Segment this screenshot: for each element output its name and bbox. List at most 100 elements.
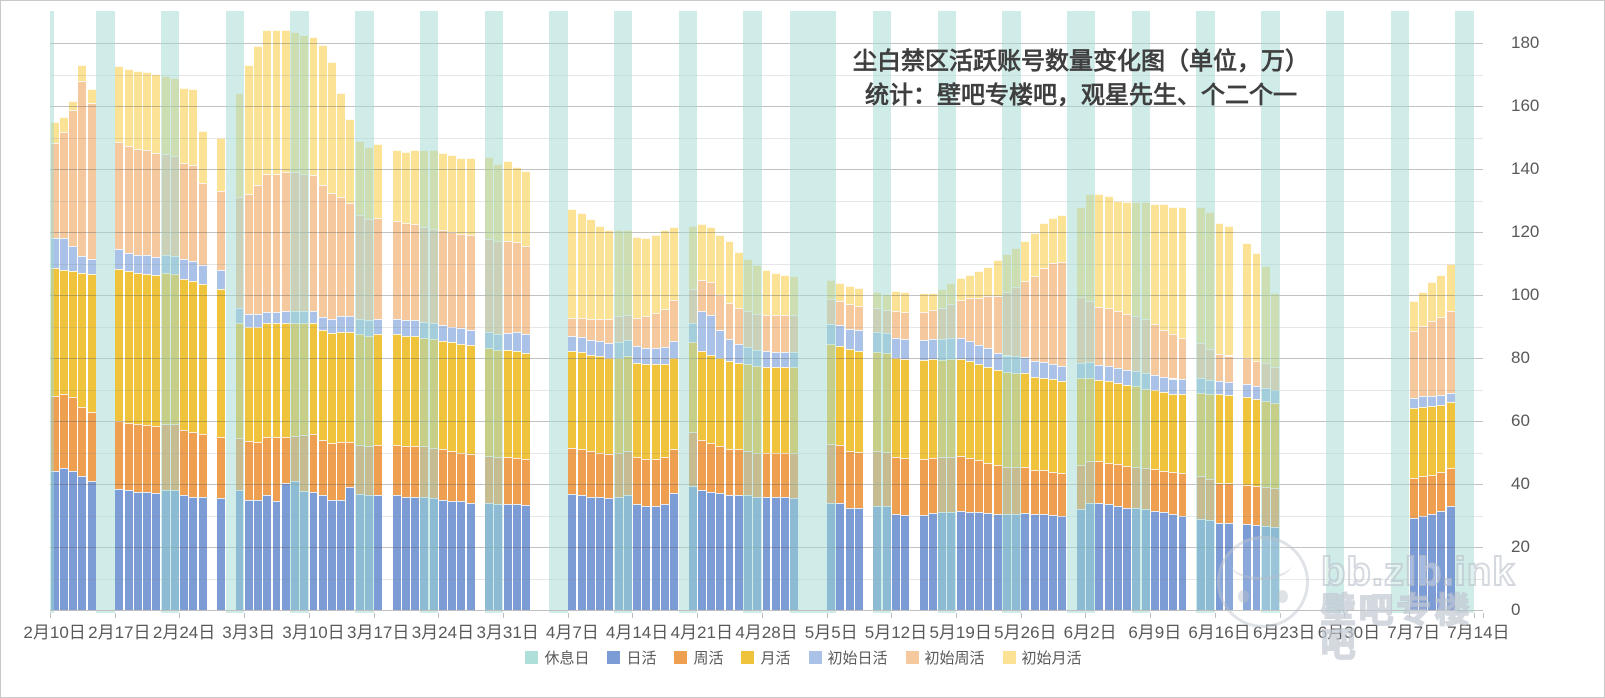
x-tickmark — [1020, 613, 1022, 618]
segment-初始日活 — [87, 258, 96, 275]
bar-6/19 — [1243, 243, 1252, 610]
segment-周活 — [568, 448, 577, 495]
segment-月活 — [217, 288, 225, 437]
segment-初始日活 — [1178, 379, 1187, 395]
segment-初始月活 — [466, 157, 475, 236]
segment-初始月活 — [762, 269, 771, 315]
bar-6/5 — [1113, 200, 1122, 610]
segment-初始月活 — [87, 88, 96, 103]
segment-初始日活 — [143, 255, 152, 274]
segment-日活 — [1095, 502, 1104, 610]
segment-初始日活 — [401, 320, 410, 336]
chart-legend: 休息日 日活 周活 月活 初始日活 初始周活 初始月活 — [1, 647, 1604, 668]
segment-初始月活 — [1030, 232, 1039, 277]
segment-初始月活 — [1150, 203, 1159, 325]
segment-初始周活 — [87, 102, 96, 259]
segment-周活 — [762, 452, 771, 497]
segment-日活 — [448, 501, 457, 610]
segment-月活 — [1030, 376, 1039, 470]
segment-初始月活 — [133, 70, 142, 150]
segment-月活 — [272, 323, 281, 438]
x-tick-3月17日: 3月17日 — [347, 623, 410, 642]
segment-初始周活 — [78, 81, 87, 256]
segment-初始月活 — [1446, 263, 1455, 311]
segment-日活 — [254, 499, 262, 610]
segment-初始周活 — [1030, 276, 1039, 362]
legend-swatch — [808, 651, 822, 664]
segment-周活 — [374, 444, 383, 496]
segment-日活 — [1039, 513, 1048, 610]
segment-初始月活 — [1252, 252, 1261, 362]
segment-日活 — [568, 494, 577, 610]
segment-初始周活 — [651, 313, 660, 348]
segment-初始周活 — [1446, 310, 1455, 393]
bar-3/5 — [263, 30, 272, 610]
rest-day-band — [1066, 11, 1095, 613]
segment-初始日活 — [1437, 394, 1446, 405]
segment-周活 — [965, 458, 974, 512]
segment-月活 — [512, 350, 521, 458]
x-tickmark — [1344, 613, 1346, 618]
segment-月活 — [901, 358, 910, 458]
segment-日活 — [956, 511, 965, 610]
bar-3/26 — [457, 157, 466, 610]
segment-初始日活 — [328, 318, 336, 333]
segment-月活 — [328, 332, 336, 444]
segment-初始周活 — [781, 315, 789, 352]
segment-月活 — [1021, 372, 1030, 468]
segment-周活 — [605, 454, 614, 499]
bar-5/26 — [1021, 240, 1030, 610]
segment-初始日活 — [466, 329, 475, 346]
segment-日活 — [115, 489, 124, 610]
segment-周活 — [124, 422, 133, 491]
segment-初始日活 — [152, 256, 161, 276]
segment-初始月活 — [392, 150, 401, 221]
legend-label: 月活 — [760, 650, 791, 667]
segment-初始周活 — [725, 302, 734, 340]
bar-5/15 — [919, 292, 928, 610]
bar-2/25 — [189, 89, 198, 610]
segment-初始周活 — [392, 220, 401, 319]
segment-初始日活 — [1243, 384, 1252, 398]
segment-初始周活 — [189, 164, 198, 262]
segment-初始周活 — [993, 295, 1002, 353]
legend-item-月活: 月活 — [741, 647, 791, 668]
bar-2/10 — [50, 121, 59, 610]
segment-初始周活 — [762, 314, 771, 351]
y-tick-180: 180 — [1511, 33, 1540, 52]
segment-初始日活 — [1039, 362, 1048, 378]
bar-5/22 — [984, 266, 993, 610]
segment-周活 — [411, 446, 420, 497]
segment-日活 — [1437, 510, 1446, 610]
segment-日活 — [725, 495, 734, 610]
segment-月活 — [891, 358, 900, 458]
legend-label: 初始周活 — [924, 650, 985, 667]
segment-日活 — [707, 491, 715, 610]
segment-月活 — [1243, 397, 1252, 485]
segment-初始周活 — [503, 241, 512, 333]
rest-day-band — [743, 11, 762, 613]
rest-day-band — [549, 11, 568, 613]
x-tickmark — [50, 613, 51, 618]
segment-初始周活 — [1418, 325, 1427, 397]
segment-周活 — [244, 441, 253, 500]
gridline-170 — [50, 74, 1483, 76]
segment-初始周活 — [1123, 314, 1132, 371]
bar-2/26 — [198, 131, 207, 610]
y-tick-0: 0 — [1511, 600, 1521, 619]
bar-3/24 — [438, 153, 447, 610]
segment-月活 — [596, 356, 605, 453]
segment-初始日活 — [1104, 366, 1113, 382]
segment-初始周活 — [59, 132, 68, 238]
gridline-80 — [50, 358, 1483, 359]
segment-日活 — [1446, 506, 1455, 610]
segment-日活 — [1113, 506, 1122, 610]
segment-初始月活 — [670, 227, 678, 300]
bar-5/28 — [1039, 222, 1048, 610]
segment-初始月活 — [217, 137, 225, 192]
segment-初始周活 — [115, 141, 124, 250]
segment-初始月活 — [69, 100, 78, 111]
segment-初始月活 — [901, 292, 910, 313]
segment-初始月活 — [734, 252, 743, 308]
legend-item-初始月活: 初始月活 — [1002, 647, 1082, 668]
